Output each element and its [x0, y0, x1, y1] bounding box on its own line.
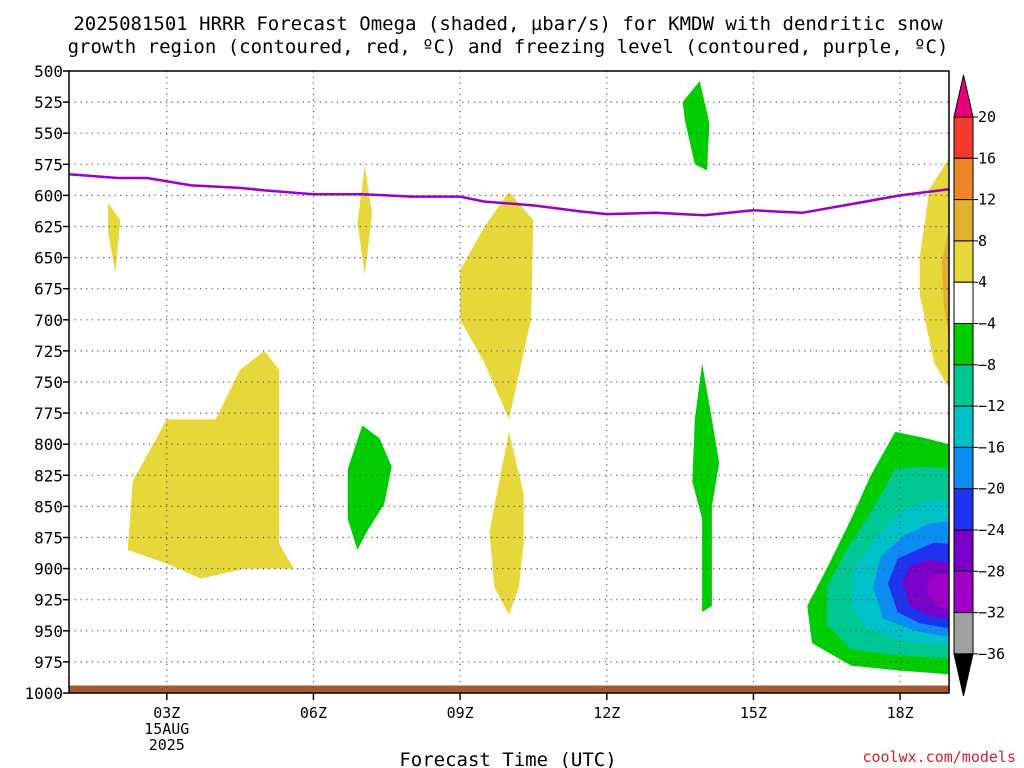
- omega-region-1: [357, 165, 373, 275]
- colorbar-swatch: [953, 364, 974, 407]
- colorbar-label: 20: [978, 108, 996, 126]
- colorbar-swatch: [953, 240, 974, 283]
- y-tick-label: 900: [34, 560, 63, 579]
- omega-region-2: [127, 350, 294, 579]
- colorbar-label: −36: [978, 645, 1005, 663]
- y-tick-label: 875: [34, 529, 63, 548]
- y-tick-label: 625: [34, 218, 63, 237]
- y-tick-label: 775: [34, 404, 63, 423]
- x-axis-label: Forecast Time (UTC): [399, 749, 616, 768]
- y-axis: 500 525 550 575 600 625 650 675 700 725 750 775 800 8…: [24, 62, 69, 703]
- y-tick-label: 650: [34, 249, 63, 268]
- colorbar-swatch: [953, 529, 974, 572]
- x-tick-label: 03Z: [153, 704, 180, 722]
- credit-text: coolwx.com/models: [862, 748, 1016, 766]
- y-tick-label: 850: [34, 497, 63, 516]
- colorbar-swatch: [953, 612, 974, 655]
- omega-region-5: [919, 158, 949, 389]
- grid-lines: [69, 71, 949, 693]
- y-tick-label: 525: [34, 93, 63, 112]
- y-tick-label: 925: [34, 591, 63, 610]
- y-tick-label: 500: [34, 62, 63, 81]
- colorbar-label: −32: [978, 604, 1005, 622]
- ground-layer: [69, 685, 949, 693]
- y-tick-label: 800: [34, 435, 63, 454]
- colorbar-label: −4: [978, 315, 996, 333]
- colorbar-label: −12: [978, 397, 1005, 415]
- colorbar-label: −20: [978, 480, 1005, 498]
- ground-strip: [69, 685, 949, 693]
- y-tick-label: 975: [34, 653, 63, 672]
- colorbar-label: 4: [978, 273, 987, 291]
- y-tick-label: 950: [34, 622, 63, 641]
- chart-title-line2: growth region (contoured, red, ºC) and f…: [68, 36, 949, 58]
- freezing-level-line: [68, 173, 950, 217]
- x-tick-label: 12Z: [593, 704, 620, 722]
- colorbar-label: −28: [978, 562, 1005, 580]
- y-tick-label: 725: [34, 342, 63, 361]
- omega-region-16: [927, 573, 949, 610]
- colorbar-swatch: [953, 199, 974, 242]
- x-tick-label: 15Z: [740, 704, 767, 722]
- omega-region-6: [941, 226, 949, 339]
- omega-region-3: [460, 191, 534, 420]
- colorbar: 20 16 12 8 4 −4 −8 −12 −16 −20 −24 −28 −32 −36: [953, 74, 1005, 697]
- y-tick-label: 700: [34, 311, 63, 330]
- colorbar-label: −8: [978, 356, 996, 374]
- omega-region-7: [682, 81, 710, 171]
- y-tick-label: 1000: [24, 684, 63, 703]
- chart-title-line1: 2025081501 HRRR Forecast Omega (shaded, …: [73, 13, 943, 35]
- colorbar-swatch: [953, 116, 974, 159]
- colorbar-label: −24: [978, 521, 1005, 539]
- colorbar-swatch: [953, 488, 974, 531]
- y-tick-label: 750: [34, 373, 63, 392]
- x-tick-label: 09Z: [447, 704, 474, 722]
- colorbar-label: −16: [978, 438, 1005, 456]
- y-tick-label: 600: [34, 186, 63, 205]
- omega-region-4: [489, 431, 524, 615]
- colorbar-swatch: [953, 281, 974, 325]
- colorbar-swatch: [953, 570, 974, 614]
- freezing-level-layer: [68, 173, 950, 217]
- x-tick-label: 06Z: [300, 704, 327, 722]
- colorbar-label: 16: [978, 149, 996, 167]
- colorbar-swatch: [953, 157, 974, 201]
- colorbar-swatch: [953, 323, 974, 366]
- colorbar-swatch: [953, 446, 974, 490]
- x-tick-label: 15AUG: [144, 720, 189, 738]
- colorbar-bottom-triangle: [953, 653, 974, 697]
- colorbar-label: 12: [978, 191, 996, 209]
- x-tick-label: 18Z: [887, 704, 914, 722]
- omega-region-8: [347, 425, 392, 550]
- colorbar-top-triangle: [953, 74, 974, 118]
- plot-area: [68, 70, 950, 694]
- y-tick-label: 550: [34, 124, 63, 143]
- omega-region-0: [108, 202, 121, 273]
- y-tick-label: 575: [34, 155, 63, 174]
- omega-region-9: [692, 363, 720, 613]
- colorbar-swatch: [953, 405, 974, 448]
- x-tick-label: 2025: [149, 736, 185, 754]
- colorbar-label: 8: [978, 232, 987, 250]
- omega-shading: [108, 81, 949, 675]
- y-tick-label: 675: [34, 280, 63, 299]
- y-tick-label: 825: [34, 466, 63, 485]
